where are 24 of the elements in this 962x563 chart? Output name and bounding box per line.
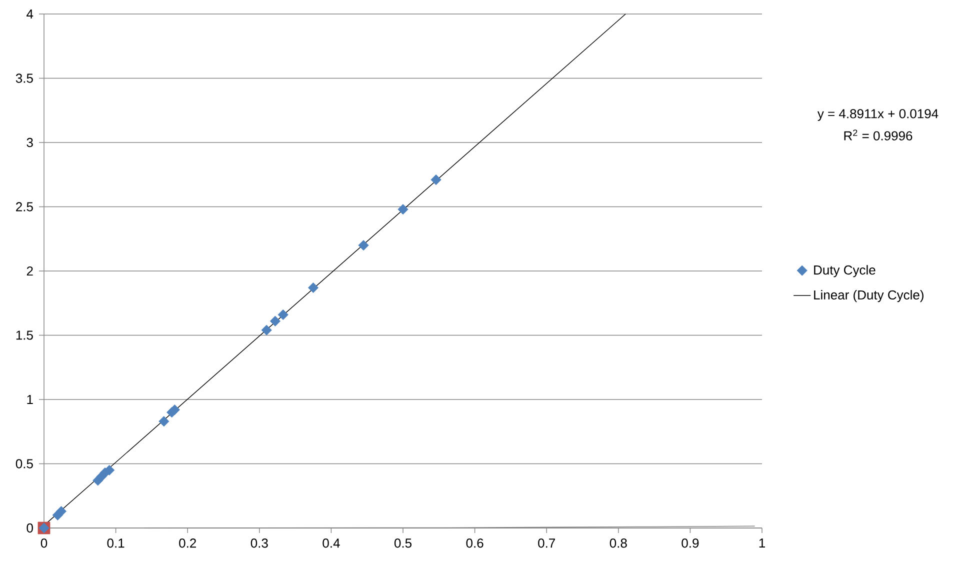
x-tick-label: 0.1 <box>107 538 124 548</box>
legend-label: Duty Cycle <box>814 265 876 278</box>
text: y = 4.8911x + 0.0194 <box>817 109 938 121</box>
y-tick-label: 1 <box>27 395 33 404</box>
x-tick-label: 1 <box>759 538 765 548</box>
x-tick-label: 0.8 <box>610 538 627 548</box>
y-tick-label: 2.5 <box>16 202 33 212</box>
x-tick-label: 0 <box>40 538 48 548</box>
x-tick-label: 0.2 <box>179 538 196 548</box>
y-tick-label: 0 <box>26 523 33 533</box>
y-tick-label: 3 <box>26 138 33 148</box>
x-tick-label: 0.9 <box>682 538 699 548</box>
legend-label: Linear (Duty Cycle) <box>814 290 924 302</box>
text: R$^{2}$ = 0.9996 <box>844 130 912 140</box>
y-tick-label: 4 <box>26 10 34 18</box>
y-tick-label: 3.5 <box>16 74 33 83</box>
y-tick-label: 0.5 <box>16 459 33 468</box>
x-tick-label: 0.3 <box>250 538 268 548</box>
x-tick-label: 0.4 <box>322 538 340 548</box>
x-tick-label: 0.7 <box>538 538 555 548</box>
x-tick-label: 0.5 <box>394 538 412 548</box>
y-tick-label: 2 <box>26 266 33 276</box>
x-tick-label: 0.6 <box>466 538 484 548</box>
y-tick-label: 1.5 <box>16 330 33 340</box>
